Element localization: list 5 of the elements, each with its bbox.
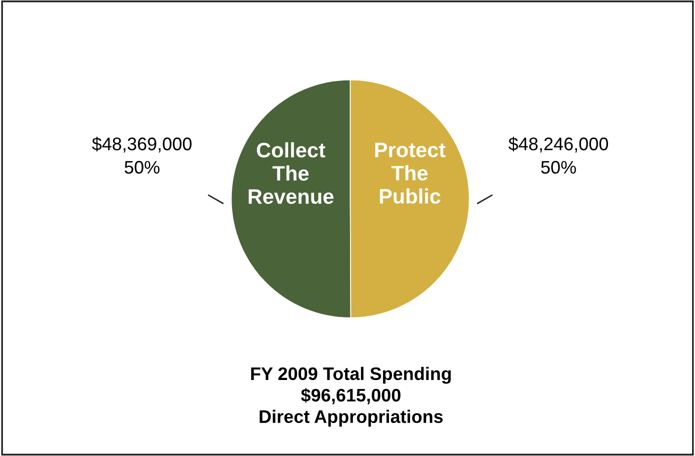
text: FY 2009 Total Spending $96,615,000 Direct Appropriations [251, 366, 451, 427]
data-label: $48,246,000 50% [508, 136, 608, 174]
slice-label: Collect The Revenue [248, 142, 334, 204]
data-label: $48,369,000 50% [92, 136, 192, 174]
slice-label: Protect The Public [375, 142, 446, 204]
